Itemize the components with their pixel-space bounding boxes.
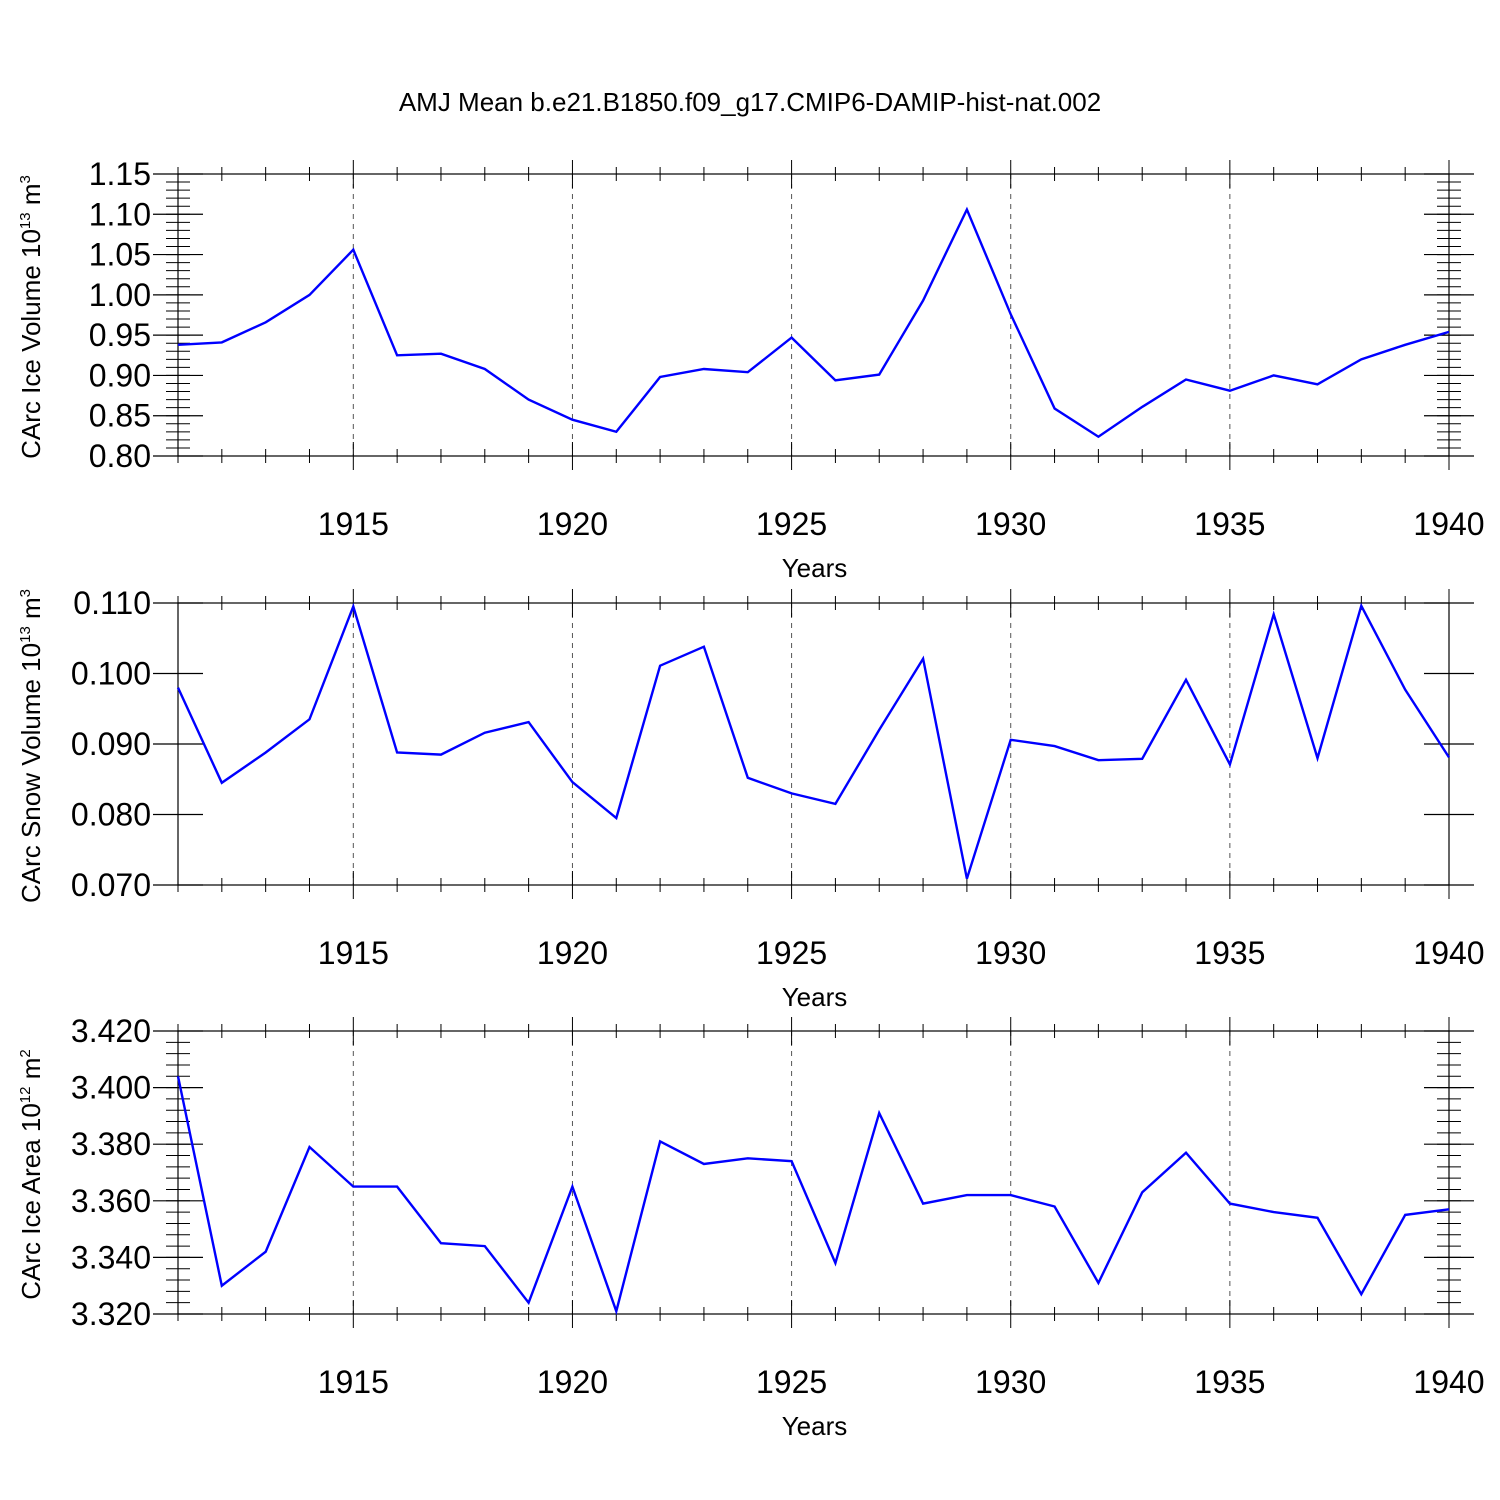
x-tick-label: 1925 <box>756 506 827 542</box>
y-tick-label: 3.420 <box>71 1013 151 1049</box>
x-tick-label: 1930 <box>975 935 1046 971</box>
figure-title: AMJ Mean b.e21.B1850.f09_g17.CMIP6-DAMIP… <box>399 87 1101 117</box>
series-line <box>176 602 1451 880</box>
x-tick-label: 1935 <box>1194 935 1265 971</box>
x-axis-label: Years <box>782 982 848 1012</box>
y-tick-label: 3.400 <box>71 1070 151 1106</box>
y-tick-label: 0.080 <box>71 797 151 833</box>
x-tick-label: 1915 <box>318 935 389 971</box>
y-axis-label: CArc Ice Volume 1013 m3 <box>16 175 46 459</box>
x-tick-label: 1940 <box>1413 935 1484 971</box>
plot-frame <box>177 173 1450 457</box>
x-tick-label: 1940 <box>1413 1364 1484 1400</box>
x-tick-label: 1925 <box>756 935 827 971</box>
x-tick-label: 1940 <box>1413 506 1484 542</box>
y-tick-label: 0.80 <box>89 438 151 474</box>
panel-snow-volume: 0.070 0.080 0.090 0.100 0.110 1915 1920 1925 193… <box>16 585 1485 1012</box>
x-tick-label: 1915 <box>318 506 389 542</box>
y-tick-label: 3.340 <box>71 1239 151 1275</box>
y-tick-label: 0.070 <box>71 867 151 903</box>
series-line <box>177 206 1450 439</box>
y-tick-label: 3.360 <box>71 1183 151 1219</box>
y-tick-label: 1.05 <box>89 237 151 273</box>
y-tick-label: 3.380 <box>71 1126 151 1162</box>
x-tick-label: 1935 <box>1194 506 1265 542</box>
x-tick-label: 1925 <box>756 1364 827 1400</box>
x-tick-label: 1915 <box>318 1364 389 1400</box>
x-tick-label: 1920 <box>537 506 608 542</box>
x-tick-label: 1920 <box>537 935 608 971</box>
x-tick-label: 1930 <box>975 506 1046 542</box>
series-line <box>176 1076 1450 1316</box>
y-tick-label: 0.100 <box>71 656 151 692</box>
y-tick-label: 1.15 <box>89 156 151 192</box>
x-axis-label: Years <box>782 1411 848 1441</box>
y-tick-label: 0.110 <box>73 585 151 621</box>
plot-frame <box>177 1030 1450 1315</box>
y-tick-label: 3.320 <box>71 1296 151 1332</box>
y-tick-label: 0.85 <box>89 398 151 434</box>
y-tick-label: 1.10 <box>89 196 151 232</box>
y-axis-label: CArc Snow Volume 1013 m3 <box>16 589 46 903</box>
y-tick-label: 0.090 <box>71 726 151 762</box>
y-tick-label: 0.90 <box>89 357 151 393</box>
panel-ice-area: 3.320 3.340 3.360 3.380 3.400 3.420 1915 1920 19… <box>16 1013 1485 1441</box>
y-tick-label: 0.95 <box>89 317 151 353</box>
panel-ice-volume: 0.80 0.85 0.90 0.95 1.00 1.05 1.10 1.15 1915 1920… <box>16 156 1485 583</box>
x-tick-label: 1920 <box>537 1364 608 1400</box>
y-axis-label: CArc Ice Area 1012 m2 <box>16 1049 46 1299</box>
x-tick-label: 1935 <box>1194 1364 1265 1400</box>
y-tick-label: 1.00 <box>89 277 151 313</box>
x-tick-label: 1930 <box>975 1364 1046 1400</box>
plot-frame <box>177 602 1450 886</box>
x-axis-label: Years <box>782 553 848 583</box>
